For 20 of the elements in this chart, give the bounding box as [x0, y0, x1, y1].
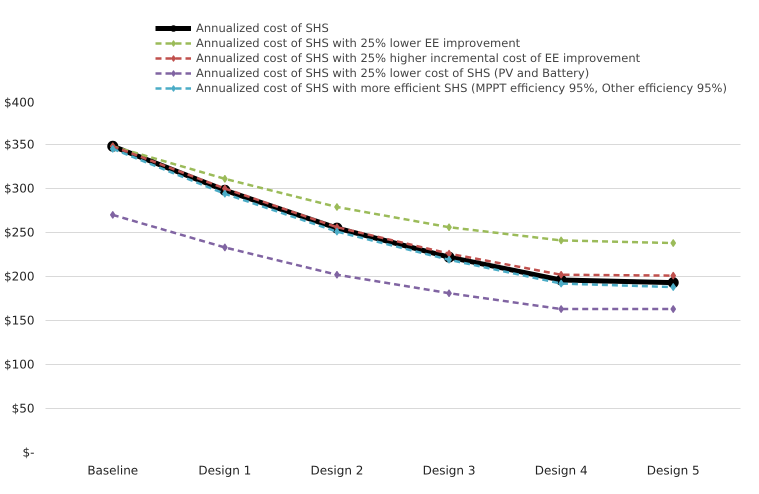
y-tick-label: $300 [4, 182, 35, 196]
legend-label: Annualized cost of SHS with 25% lower cost of SHS (PV and Battery) [196, 66, 590, 80]
x-tick-label: Design 1 [198, 464, 252, 478]
x-tick-label: Design 3 [422, 464, 476, 478]
y-tick-label: $400 [4, 96, 35, 110]
x-tick-label: Design 2 [310, 464, 364, 478]
x-tick-label: Design 4 [534, 464, 588, 478]
y-tick-label: $350 [4, 138, 35, 152]
x-tick-label: Baseline [87, 464, 138, 478]
y-tick-label: $150 [4, 314, 35, 328]
y-tick-label: $100 [4, 358, 35, 372]
legend-label: Annualized cost of SHS with more efficient SHS (MPPT efficiency 95%, Other efficiency 95%) [196, 81, 727, 95]
y-tick-label: $- [22, 446, 35, 460]
legend-label: Annualized cost of SHS with 25% higher incremental cost of EE improvement [196, 51, 640, 65]
x-tick-label: Design 5 [646, 464, 700, 478]
legend-label: Annualized cost of SHS [196, 21, 329, 35]
y-tick-label: $200 [4, 270, 35, 284]
y-tick-label: $250 [4, 226, 35, 240]
legend-label: Annualized cost of SHS with 25% lower EE improvement [196, 36, 520, 50]
y-tick-label: $50 [12, 402, 34, 416]
